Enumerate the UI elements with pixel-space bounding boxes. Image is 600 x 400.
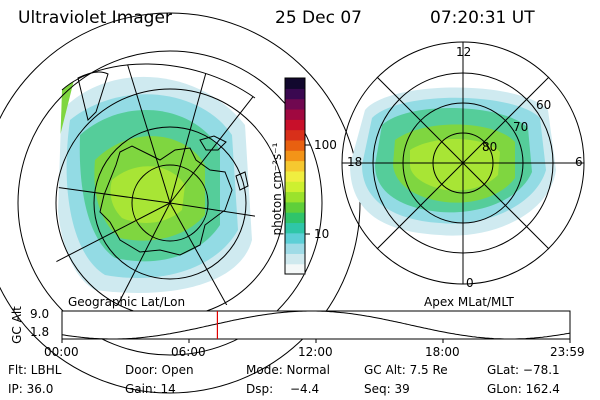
- mlt-label-6: 6: [575, 155, 583, 169]
- colorbar-band: [285, 181, 305, 193]
- colorbar-band: [285, 222, 305, 234]
- colorbar-band: [285, 232, 305, 244]
- colorbar-tick-10: 10: [314, 227, 330, 241]
- info-dsp-label: Dsp:: [246, 382, 274, 396]
- altitude-strip: [61, 310, 571, 343]
- colorbar-band: [285, 191, 305, 203]
- info-door: Door: Open: [125, 363, 194, 377]
- colorbar-ticks: [305, 144, 310, 235]
- x-tick-0600: 06:00: [171, 345, 206, 359]
- info-gain: Gain: 14: [125, 382, 176, 396]
- mlt-label-0: 0: [466, 276, 474, 290]
- info-dsp-value: −4.4: [290, 382, 320, 396]
- info-glon: GLon: 162.4: [487, 382, 560, 396]
- info-seq: Seq: 39: [364, 382, 410, 396]
- time-label: 07:20:31 UT: [430, 8, 535, 28]
- colorbar-band: [285, 108, 305, 120]
- x-tick-1800: 18:00: [425, 345, 460, 359]
- mlt-label-12: 12: [456, 45, 472, 59]
- info-mode: Mode: Normal: [246, 363, 330, 377]
- x-tick-0000: 00:00: [44, 345, 79, 359]
- mlt-label-18: 18: [347, 155, 363, 169]
- x-tick-2359: 23:59: [550, 345, 585, 359]
- geo-aurora-image: [55, 76, 253, 293]
- geo-panel-edge: [61, 63, 256, 99]
- x-tick-1200: 12:00: [298, 345, 333, 359]
- colorbar-band: [285, 150, 305, 162]
- apex-map-panel: [341, 41, 585, 285]
- colorbar-band: [285, 170, 305, 182]
- colorbar-band: [285, 253, 305, 265]
- colorbar-unit-label: photon cm⁻²s⁻¹: [270, 142, 284, 236]
- colorbar-band: [285, 212, 305, 224]
- mlat-label-60: 60: [536, 98, 552, 112]
- gc-alt-axis-label: GC Alt: [10, 306, 24, 344]
- colorbar-tick-100: 100: [314, 138, 337, 152]
- apex-aurora-image: [350, 87, 556, 236]
- colorbar-band: [285, 98, 305, 110]
- info-gc-alt: GC Alt: 7.5 Re: [364, 363, 448, 377]
- colorbar: [285, 78, 305, 275]
- geo-panel-label: Geographic Lat/Lon: [68, 295, 186, 309]
- info-flt: Flt: LBHL: [8, 363, 62, 377]
- colorbar-band: [285, 78, 305, 89]
- date-label: 25 Dec 07: [275, 8, 362, 28]
- mlat-label-70: 70: [513, 120, 529, 134]
- colorbar-band: [285, 243, 305, 254]
- apex-panel-label: Apex MLat/MLT: [424, 295, 514, 309]
- altitude-curve: [61, 310, 571, 340]
- instrument-title: Ultraviolet Imager: [18, 8, 172, 28]
- colorbar-band: [285, 263, 305, 275]
- colorbar-band: [285, 129, 305, 141]
- alt-tick-9: 9.0: [30, 307, 50, 321]
- colorbar-band: [285, 201, 305, 213]
- info-ip: IP: 36.0: [8, 382, 54, 396]
- colorbar-band: [285, 139, 305, 151]
- mlat-label-80: 80: [482, 140, 498, 154]
- colorbar-band: [285, 119, 305, 131]
- colorbar-band: [285, 88, 305, 100]
- alt-tick-1-8: 1.8: [30, 325, 50, 339]
- info-glat: GLat: −78.1: [487, 363, 560, 377]
- colorbar-band: [285, 160, 305, 172]
